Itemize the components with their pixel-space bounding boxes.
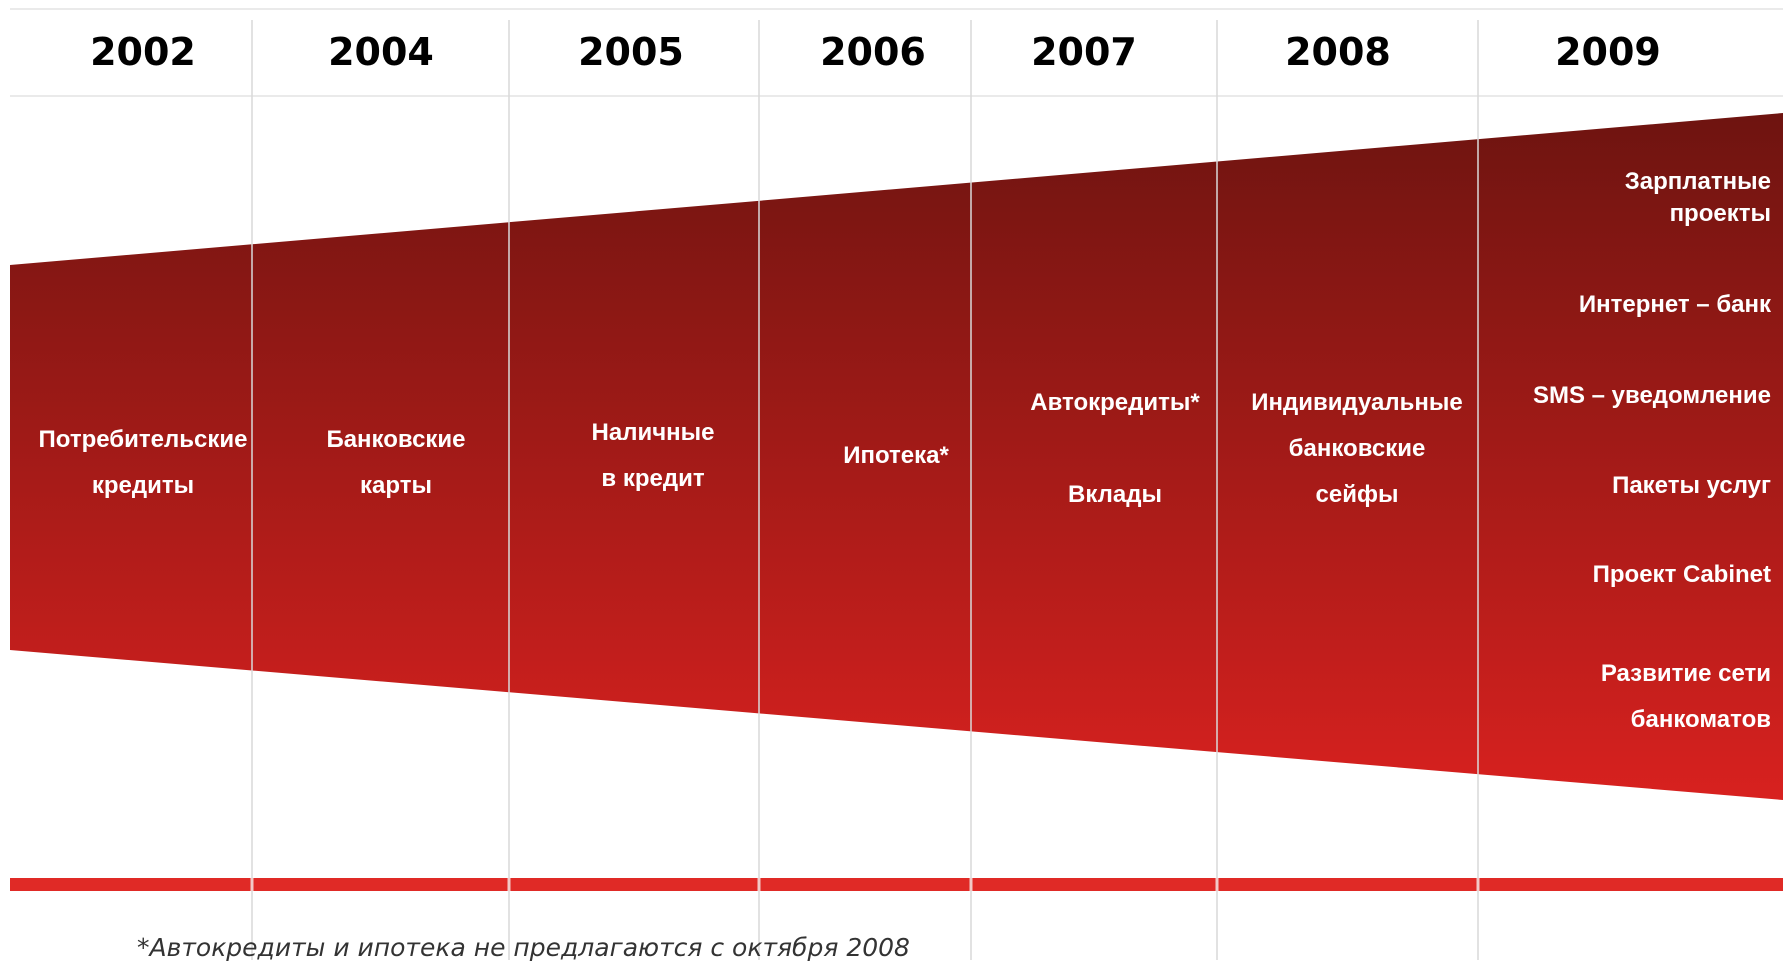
- milestone-label: Банковские карты: [326, 417, 465, 509]
- service-line: проекты: [1669, 200, 1771, 227]
- service-line: Интернет – банк: [1578, 291, 1771, 318]
- service-line: Развитие сети: [1600, 660, 1771, 687]
- milestone-label: Индивидуальные банковские сейфы: [1251, 380, 1463, 518]
- baseline-tick: [507, 878, 511, 891]
- baseline-tick: [250, 878, 254, 891]
- milestone-line: Ипотека*: [843, 442, 949, 469]
- service-item: SMS – уведомление: [1533, 380, 1771, 412]
- service-line: банкоматов: [1630, 706, 1771, 733]
- milestone-line: сейфы: [1315, 481, 1399, 508]
- baseline-tick: [1476, 878, 1480, 891]
- milestone-line: Банковские: [326, 426, 466, 453]
- milestone-label: Наличные в кредит: [592, 410, 715, 502]
- baseline-ticks: [250, 878, 1480, 891]
- service-line: Пакеты услуг: [1612, 472, 1771, 499]
- milestone-line: Вклады: [1068, 481, 1162, 508]
- year-label: 2007: [1031, 30, 1137, 74]
- service-item: Интернет – банк: [1579, 289, 1771, 321]
- service-line: Проект Cabinet: [1592, 561, 1771, 588]
- service-line: Зарплатные: [1624, 168, 1771, 195]
- milestone-line: Потребительские: [38, 426, 248, 453]
- milestone-line: кредиты: [91, 472, 195, 499]
- milestone-line: [1030, 426, 1199, 472]
- service-item: Проект Cabinet: [1593, 559, 1771, 591]
- milestone-line: банковские: [1288, 435, 1426, 462]
- year-label: 2002: [90, 30, 196, 74]
- timeline-baseline: [10, 878, 1783, 891]
- milestone-label: Автокредиты* Вклады: [1030, 380, 1199, 518]
- milestone-line: Автокредиты*: [1030, 389, 1200, 416]
- footnote: *Автокредиты и ипотека не предлагаются с…: [137, 933, 910, 962]
- year-label: 2008: [1285, 30, 1391, 74]
- milestone-label: Ипотека*: [843, 433, 949, 479]
- milestone-label: Потребительские кредиты: [39, 417, 248, 509]
- year-label: 2009: [1555, 30, 1661, 74]
- milestone-line: Наличные: [591, 419, 715, 446]
- service-line: SMS – уведомление: [1532, 382, 1771, 409]
- milestone-line: карты: [360, 472, 432, 499]
- growth-band: [10, 113, 1783, 800]
- service-item: Развитие сети банкоматов: [1601, 651, 1771, 743]
- baseline-tick: [1215, 878, 1219, 891]
- milestone-line: Индивидуальные: [1251, 389, 1463, 416]
- service-item: Зарплатные проекты: [1625, 166, 1771, 230]
- service-item: Пакеты услуг: [1612, 470, 1771, 502]
- baseline-tick: [757, 878, 761, 891]
- year-label: 2006: [820, 30, 926, 74]
- baseline-tick: [969, 878, 973, 891]
- column-dividers: [251, 20, 1479, 960]
- year-label: 2005: [578, 30, 684, 74]
- milestone-line: в кредит: [601, 465, 705, 492]
- year-label: 2004: [328, 30, 434, 74]
